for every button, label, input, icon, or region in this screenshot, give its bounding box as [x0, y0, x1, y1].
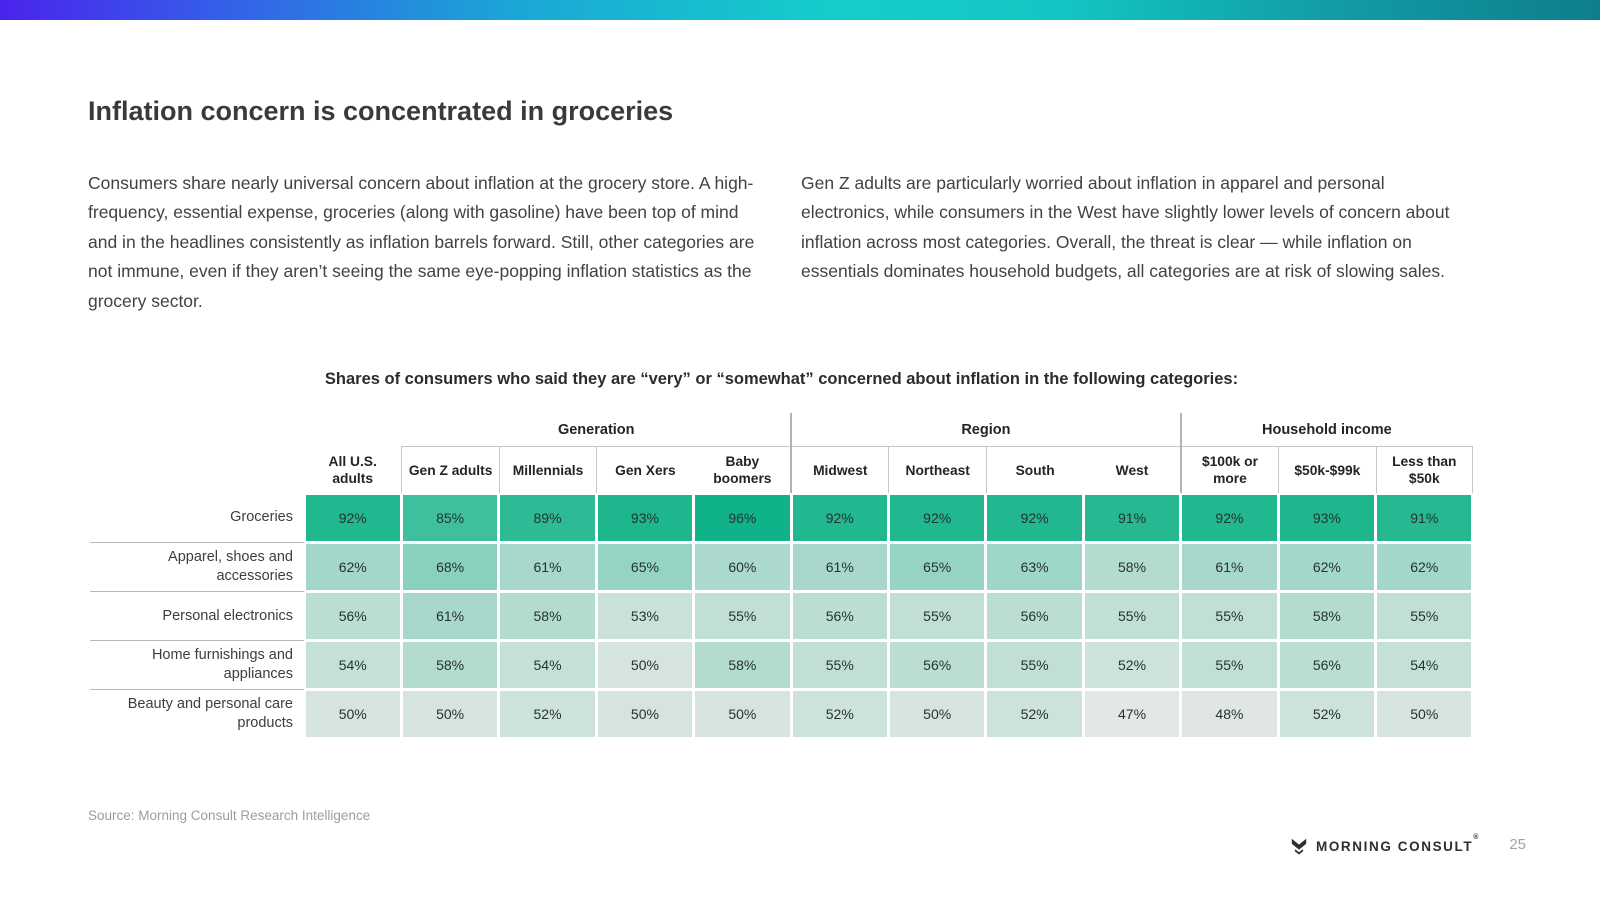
heat-cell: 93%: [1279, 494, 1375, 541]
heat-cell: 55%: [1182, 641, 1277, 688]
heatmap-table: Generation Region Household income All U.S.…: [90, 413, 1473, 738]
column-group-generation: Generation: [557, 421, 635, 438]
heat-cell: 62%: [1279, 543, 1375, 590]
heat-cell: 50%: [597, 641, 693, 688]
heat-cell: 55%: [1182, 592, 1277, 639]
heat-cell: 92%: [987, 494, 1082, 541]
heat-cell: 55%: [792, 641, 887, 688]
heat-cell: 50%: [597, 690, 693, 737]
column-group-spacer: [304, 413, 401, 446]
column-header-south: South: [985, 446, 1084, 493]
heat-cell: 62%: [1377, 543, 1472, 590]
heat-cell: 91%: [1084, 494, 1180, 541]
row-label-apparel-shoes-and-accessories: Apparel, shoes and accessories: [90, 542, 304, 591]
heat-cell: 55%: [889, 592, 985, 639]
intro-text: Consumers share nearly universal concern…: [88, 169, 1470, 316]
column-header-gen-xers: Gen Xers: [596, 446, 694, 493]
column-header-less-than-50k: Less than $50k: [1375, 446, 1473, 493]
heat-cell: 50%: [402, 690, 498, 737]
heat-cell: 96%: [695, 494, 790, 541]
heat-cell: 54%: [1377, 641, 1472, 688]
row-label-personal-electronics: Personal electronics: [90, 591, 304, 640]
heat-cell: 54%: [305, 641, 400, 688]
heat-cell: 48%: [1182, 690, 1277, 737]
source-note: Source: Morning Consult Research Intelli…: [88, 808, 371, 823]
heat-cell: 65%: [597, 543, 693, 590]
heat-cell: 92%: [889, 494, 985, 541]
heat-cell: 50%: [695, 690, 790, 737]
column-header-baby-boomers: Baby boomers: [693, 446, 792, 493]
heat-cell: 55%: [1084, 592, 1180, 639]
column-header-all-u-s-adults: All U.S. adults: [328, 453, 377, 486]
heat-cell: 58%: [1084, 543, 1180, 590]
column-header--50k-99k: $50k-$99k: [1278, 446, 1376, 493]
row-label-home-furnishings-and-appliances: Home furnishings and appliances: [90, 640, 304, 689]
brand-name: MORNING CONSULT®: [1315, 833, 1480, 854]
page-title: Inflation concern is concentrated in gro…: [88, 96, 674, 126]
heat-cell: 56%: [1279, 641, 1375, 688]
heat-cell: 61%: [792, 543, 887, 590]
heat-cell: 52%: [792, 690, 887, 737]
heat-cell: 65%: [889, 543, 985, 590]
column-header-midwest: Midwest: [791, 446, 889, 493]
accent-gradient-bar: [0, 0, 1600, 20]
heat-cell: 58%: [695, 641, 790, 688]
column-header-northeast: Northeast: [888, 446, 986, 493]
heat-cell: 52%: [500, 690, 595, 737]
heat-cell: 55%: [987, 641, 1082, 688]
heat-cell: 54%: [500, 641, 595, 688]
heat-cell: 58%: [1279, 592, 1375, 639]
heat-cell: 93%: [597, 494, 693, 541]
heat-cell: 50%: [889, 690, 985, 737]
heat-cell: 62%: [305, 543, 400, 590]
column-group-household-income: Household income: [1262, 421, 1392, 438]
page-number: 25: [1509, 836, 1526, 853]
heat-cell: 52%: [987, 690, 1082, 737]
column-header-gen-z-adults: Gen Z adults: [401, 446, 499, 493]
chart-title: Shares of consumers who said they are “v…: [324, 370, 1239, 388]
heat-cell: 55%: [1377, 592, 1472, 639]
brand-logo: MORNING CONSULT®: [1290, 833, 1480, 855]
heat-cell: 52%: [1279, 690, 1375, 737]
heat-cell: 50%: [1377, 690, 1472, 737]
group-divider: [790, 413, 793, 493]
heat-cell: 61%: [500, 543, 595, 590]
heat-cell: 52%: [1084, 641, 1180, 688]
column-header--100k-or-more: $100k or more: [1180, 446, 1279, 493]
intro-paragraph-left: Consumers share nearly universal concern…: [88, 173, 755, 311]
heat-cell: 55%: [695, 592, 790, 639]
heat-cell: 53%: [597, 592, 693, 639]
row-header-spacer: [90, 446, 304, 493]
heat-cell: 63%: [987, 543, 1082, 590]
column-header-millennials: Millennials: [498, 446, 597, 493]
corner-spacer: [90, 413, 304, 446]
heat-cell: 56%: [305, 592, 400, 639]
heat-cell: 56%: [889, 641, 985, 688]
heat-cell: 92%: [1182, 494, 1277, 541]
heat-cell: 61%: [1182, 543, 1277, 590]
heat-cell: 60%: [695, 543, 790, 590]
heat-cell: 91%: [1377, 494, 1472, 541]
heat-cell: 58%: [402, 641, 498, 688]
heat-cell: 56%: [792, 592, 887, 639]
heat-cell: 92%: [792, 494, 887, 541]
column-group-region: Region: [961, 421, 1011, 438]
trademark-symbol: ®: [1473, 833, 1480, 841]
column-header-west: West: [1083, 446, 1181, 493]
heat-cell: 68%: [402, 543, 498, 590]
intro-paragraph-right: Gen Z adults are particularly worried ab…: [801, 173, 1450, 282]
heat-cell: 92%: [305, 494, 400, 541]
row-label-beauty-and-personal-care-products: Beauty and personal care products: [90, 689, 304, 738]
heat-cell: 50%: [305, 690, 400, 737]
heat-cell: 47%: [1084, 690, 1180, 737]
heat-cell: 89%: [500, 494, 595, 541]
row-label-groceries: Groceries: [230, 509, 293, 525]
heat-cell: 56%: [987, 592, 1082, 639]
morning-consult-logo-icon: [1291, 838, 1307, 855]
heat-cell: 58%: [500, 592, 595, 639]
heat-cell: 61%: [402, 592, 498, 639]
group-divider: [1179, 413, 1182, 493]
heat-cell: 85%: [402, 494, 498, 541]
